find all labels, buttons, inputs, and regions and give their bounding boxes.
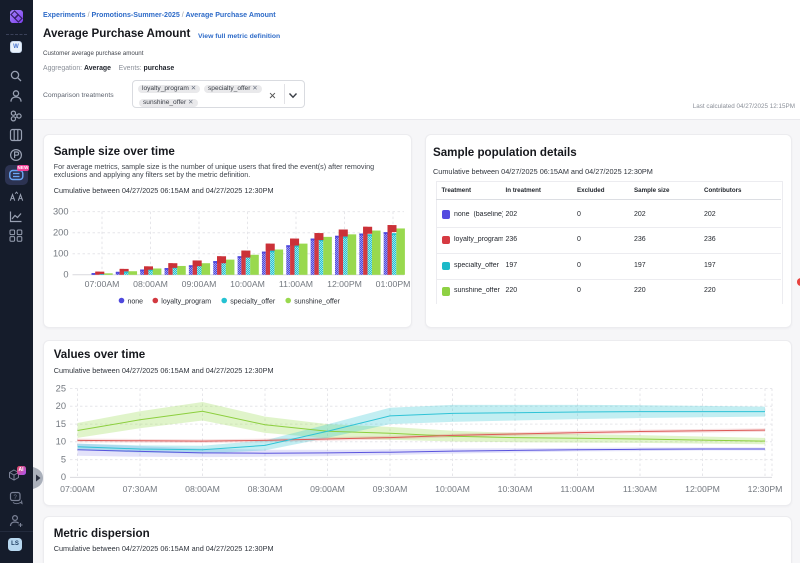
svg-text:07:00AM: 07:00AM — [85, 279, 120, 289]
svg-text:specialty_offer: specialty_offer — [230, 298, 276, 305]
svg-text:200: 200 — [53, 228, 69, 238]
svg-text:08:00AM: 08:00AM — [133, 279, 168, 289]
svg-text:25: 25 — [56, 383, 66, 393]
svg-text:100: 100 — [53, 249, 69, 259]
svg-text:10:00AM: 10:00AM — [230, 279, 265, 289]
svg-text:10:00AM: 10:00AM — [435, 484, 470, 494]
svg-text:10:30AM: 10:30AM — [498, 484, 533, 494]
svg-text:11:30AM: 11:30AM — [623, 484, 657, 494]
svg-text:sunshine_offer: sunshine_offer — [294, 298, 340, 305]
svg-text:09:00AM: 09:00AM — [182, 279, 217, 289]
svg-text:12:00PM: 12:00PM — [327, 279, 362, 289]
svg-text:300: 300 — [53, 206, 69, 216]
svg-text:0: 0 — [61, 472, 66, 482]
svg-text:?: ? — [14, 495, 18, 501]
svg-text:11:00AM: 11:00AM — [560, 484, 594, 494]
svg-text:09:30AM: 09:30AM — [373, 484, 408, 494]
svg-text:11:00AM: 11:00AM — [279, 279, 313, 289]
svg-text:01:00PM: 01:00PM — [376, 279, 411, 289]
svg-text:10: 10 — [56, 437, 66, 447]
svg-text:12:00PM: 12:00PM — [685, 484, 720, 494]
svg-text:07:30AM: 07:30AM — [123, 484, 158, 494]
svg-text:12:30PM: 12:30PM — [748, 484, 783, 494]
svg-text:5: 5 — [61, 454, 66, 464]
svg-text:08:30AM: 08:30AM — [248, 484, 283, 494]
svg-text:08:00AM: 08:00AM — [185, 484, 220, 494]
svg-text:15: 15 — [56, 419, 66, 429]
svg-text:20: 20 — [56, 401, 66, 411]
svg-text:07:00AM: 07:00AM — [60, 484, 95, 494]
svg-text:09:00AM: 09:00AM — [310, 484, 345, 494]
svg-text:none: none — [128, 298, 144, 305]
svg-text:0: 0 — [63, 270, 68, 280]
svg-text:loyalty_program: loyalty_program — [161, 298, 211, 305]
